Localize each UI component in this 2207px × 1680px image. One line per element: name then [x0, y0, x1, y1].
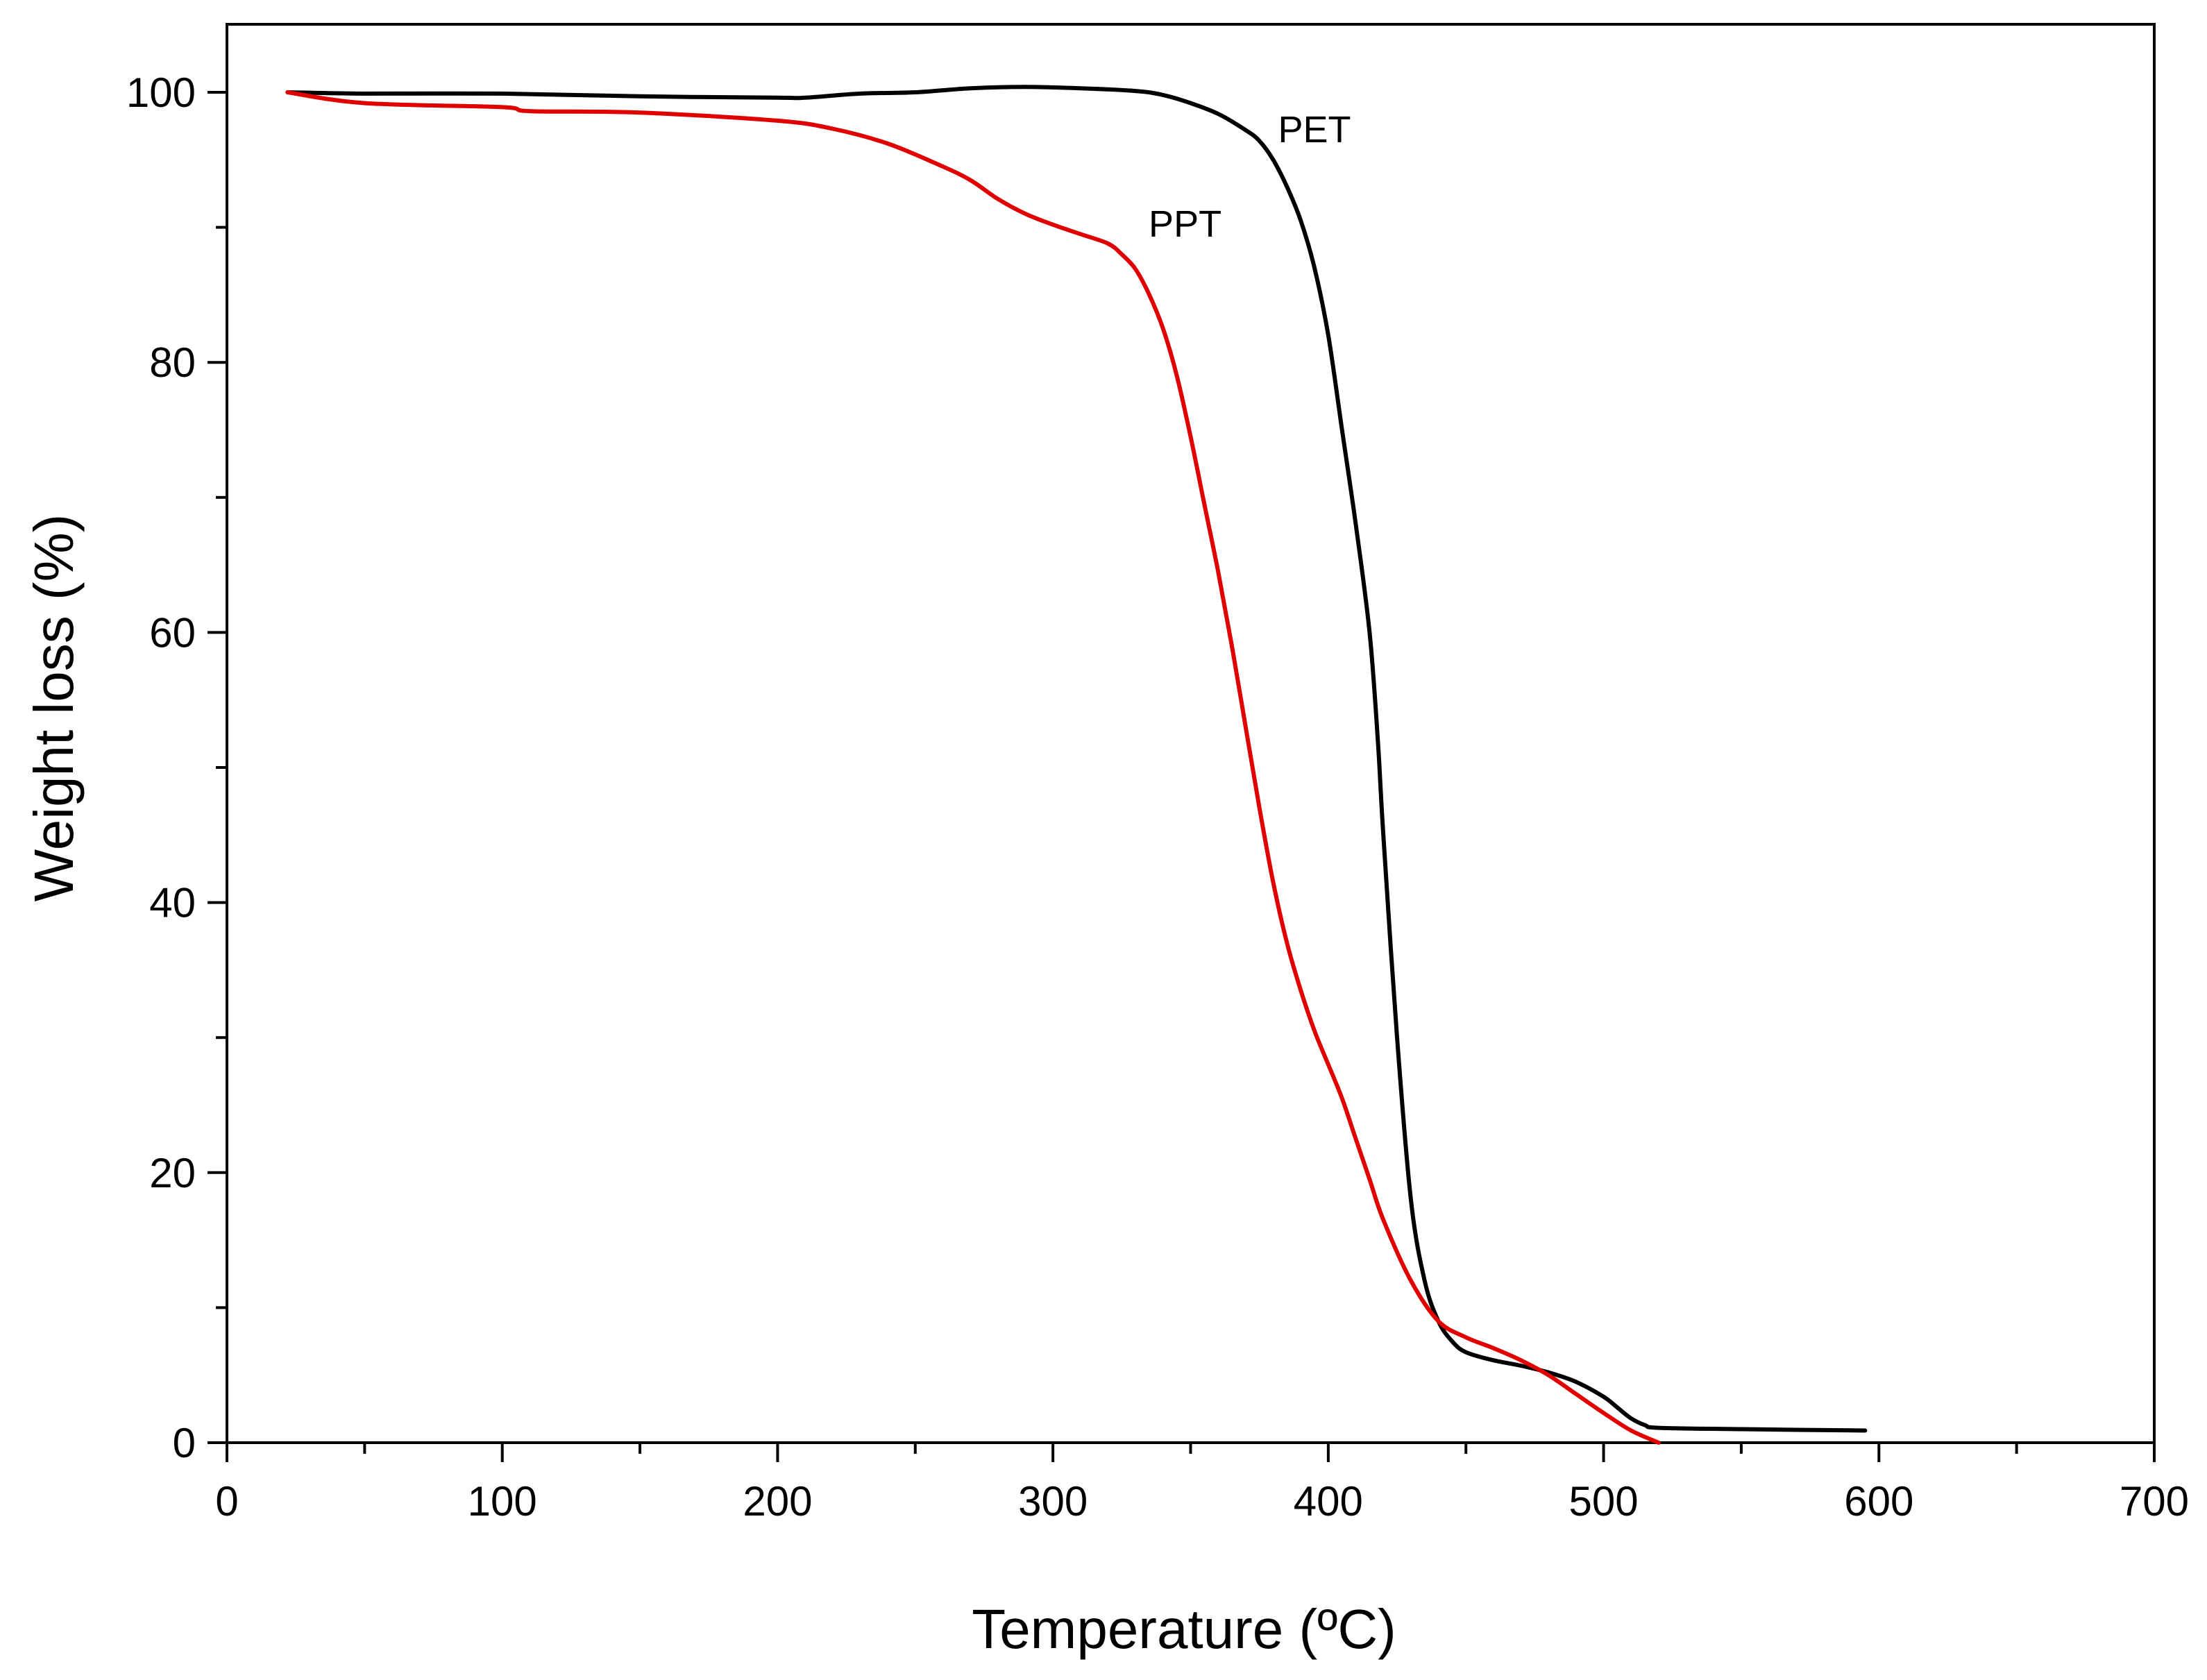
- x-tick-label: 100: [468, 1478, 537, 1525]
- series-label-ppt: PPT: [1149, 203, 1221, 245]
- axis-ticks: [208, 91, 2156, 1462]
- series-line-pet: [285, 85, 1868, 1433]
- y-tick-label: 0: [173, 1420, 196, 1466]
- x-tick-label: 200: [743, 1478, 812, 1525]
- y-tick-label: 60: [149, 609, 196, 656]
- series-label-pet: PET: [1278, 109, 1351, 151]
- x-tick-label: 600: [1844, 1478, 1913, 1525]
- x-tick-label: 700: [2120, 1478, 2189, 1525]
- x-axis-title: Temperature (ºC): [972, 1598, 1396, 1660]
- x-tick-label: 500: [1569, 1478, 1639, 1525]
- y-tick-label: 20: [149, 1150, 196, 1196]
- y-tick-label: 100: [126, 69, 196, 116]
- y-tick-label: 40: [149, 880, 196, 926]
- x-tick-label: 300: [1018, 1478, 1088, 1525]
- series-line-ppt: [285, 90, 1661, 1445]
- series-layer: [285, 85, 1868, 1445]
- x-tick-label: 400: [1294, 1478, 1363, 1525]
- x-tick-label: 0: [215, 1478, 238, 1525]
- y-tick-label: 80: [149, 339, 196, 386]
- y-axis-title: Weight loss (%): [23, 514, 85, 902]
- axis-tick-labels: 0 100 200 300 400 500 600 700 0 20 40 60 80 100: [126, 69, 2189, 1525]
- annotation-layer: PET PPT: [1149, 109, 1351, 245]
